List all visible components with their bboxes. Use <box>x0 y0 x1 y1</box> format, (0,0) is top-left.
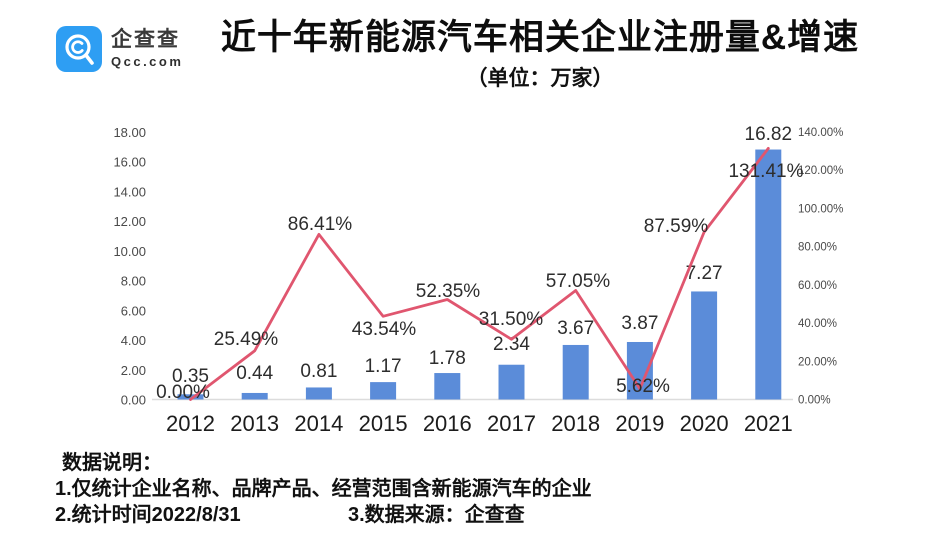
growth-line <box>189 146 770 401</box>
bar-value-label: 16.82 <box>745 124 793 145</box>
bar-value-label: 7.27 <box>686 263 723 284</box>
bar-value-label: 0.35 <box>172 366 209 387</box>
left-axis-tick-label: 0.00 <box>121 393 146 408</box>
growth-percent-label: 5.62% <box>616 376 670 397</box>
right-axis-tick-label: 60.00% <box>798 280 837 292</box>
left-axis-tick-label: 4.00 <box>121 333 146 348</box>
brand-logo: 企查查 Qcc.com <box>56 26 183 72</box>
right-axis-tick-label: 0.00% <box>798 395 831 407</box>
page-title: 近十年新能源汽车相关企业注册量&增速 <box>220 18 860 57</box>
bar-2016 <box>434 373 461 400</box>
left-axis-tick-label: 12.00 <box>113 214 146 229</box>
year-label-2020: 2020 <box>680 411 729 436</box>
growth-percent-label: 87.59% <box>644 216 709 237</box>
year-label-2012: 2012 <box>166 411 215 436</box>
page-subtitle: （单位：万家） <box>466 66 614 90</box>
right-axis-tick-label: 40.00% <box>798 318 837 330</box>
year-label-2021: 2021 <box>744 411 793 436</box>
bar-value-label: 0.81 <box>300 361 337 382</box>
left-axis-tick-label: 2.00 <box>121 363 146 378</box>
bar-2018 <box>562 344 589 400</box>
bar-value-label: 1.78 <box>429 348 466 369</box>
left-axis-tick-label: 8.00 <box>121 274 146 289</box>
growth-percent-label: 43.54% <box>352 319 417 340</box>
right-axis-tick-label: 80.00% <box>798 242 837 254</box>
left-axis-tick-label: 10.00 <box>113 244 146 259</box>
bar-2012 <box>177 394 204 400</box>
left-axis-tick-label: 18.00 <box>113 125 146 140</box>
year-label-2018: 2018 <box>551 411 600 436</box>
magnifier-swirl-icon <box>65 34 94 65</box>
right-axis-tick-label: 140.00% <box>798 127 843 139</box>
footer-note-3: 3.数据来源：企查查 <box>348 504 525 526</box>
header-titles: 近十年新能源汽车相关企业注册量&增速 （单位：万家） <box>170 16 910 92</box>
year-label-2017: 2017 <box>487 411 536 436</box>
right-axis-tick-label: 100.00% <box>798 203 843 215</box>
brand-text: 企查查 Qcc.com <box>111 29 183 69</box>
year-label-2016: 2016 <box>423 411 472 436</box>
growth-percent-label: 25.49% <box>214 329 279 350</box>
bar-value-label: 1.17 <box>365 356 402 377</box>
bar-2013 <box>241 392 268 400</box>
left-axis-tick-label: 14.00 <box>113 184 146 199</box>
bar-value-label: 3.67 <box>557 318 594 339</box>
right-axis-tick-label: 20.00% <box>798 356 837 368</box>
bar-value-label: 0.44 <box>236 363 273 384</box>
bar-2015 <box>370 382 397 400</box>
footer-note-1: 1.仅统计企业名称、品牌产品、经营范围含新能源汽车的企业 <box>55 478 592 500</box>
growth-percent-label: 31.50% <box>479 309 544 330</box>
left-axis-tick-label: 16.00 <box>113 155 146 170</box>
footer-line-3: 2.统计时间2022/8/31 3.数据来源：企查查 <box>55 502 895 528</box>
year-label-2013: 2013 <box>230 411 279 436</box>
growth-percent-label: 131.41% <box>728 161 803 182</box>
footer-notes: 数据说明： 1.仅统计企业名称、品牌产品、经营范围含新能源汽车的企业 2.统计时… <box>55 450 895 528</box>
growth-percent-label: 86.41% <box>288 214 353 235</box>
chart: 0.00 2.00 4.00 6.00 8.00 10.00 12.00 14.00 16.00… <box>113 124 843 436</box>
growth-percent-label: 57.05% <box>546 271 611 292</box>
right-axis-tick-label: 120.00% <box>798 165 843 177</box>
year-label-2014: 2014 <box>294 411 343 436</box>
year-label-2015: 2015 <box>359 411 408 436</box>
brand-name: 企查查 <box>111 28 180 52</box>
bar-value-label: 3.87 <box>621 313 658 334</box>
bar-2017 <box>498 364 525 400</box>
bar-2021 <box>755 149 782 400</box>
bar-value-label: 2.34 <box>493 334 530 355</box>
growth-percent-label: 52.35% <box>416 281 481 302</box>
left-axis-tick-label: 6.00 <box>121 303 146 318</box>
bar-2014 <box>305 387 332 400</box>
footer-note-2: 2.统计时间2022/8/31 <box>55 504 241 526</box>
footer-heading: 数据说明： <box>62 452 162 474</box>
qcc-logo-icon <box>56 26 102 72</box>
bar-2020 <box>691 291 718 400</box>
brand-domain: Qcc.com <box>111 54 184 70</box>
growth-percent-label: 0.00% <box>156 382 210 403</box>
year-label-2019: 2019 <box>615 411 664 436</box>
